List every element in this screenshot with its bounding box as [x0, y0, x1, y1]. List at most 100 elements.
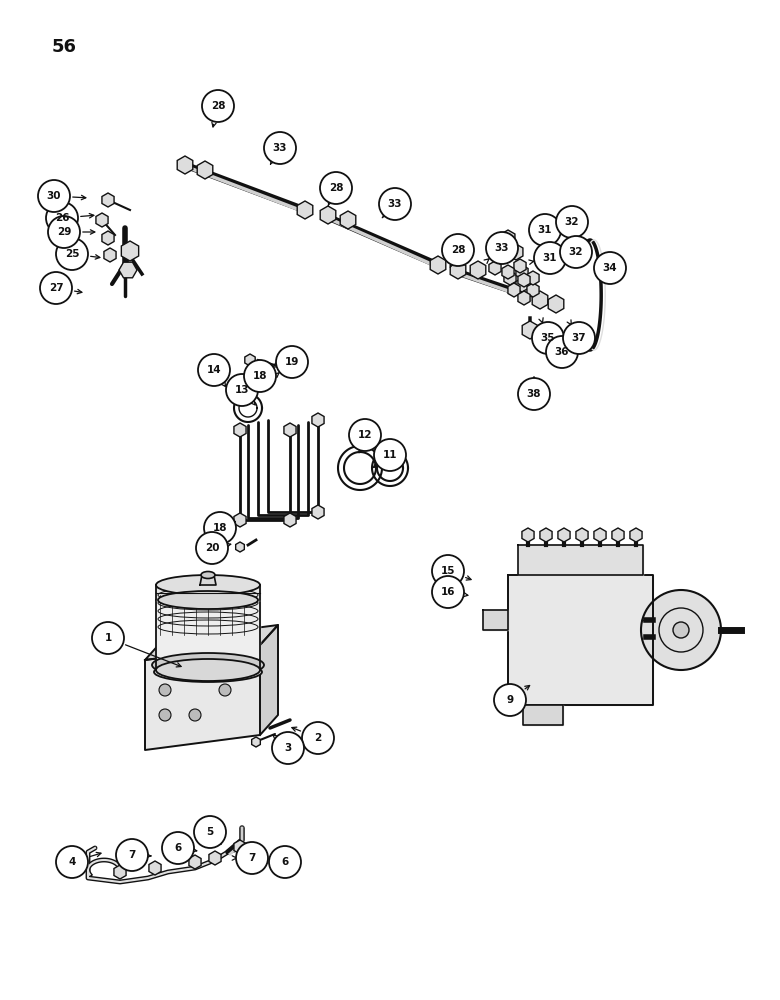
Circle shape [204, 512, 236, 544]
Polygon shape [197, 161, 213, 179]
Circle shape [56, 238, 88, 270]
Circle shape [534, 242, 566, 274]
Text: 20: 20 [204, 543, 219, 553]
Text: 7: 7 [129, 850, 136, 860]
Circle shape [116, 839, 148, 871]
Text: 28: 28 [451, 245, 465, 255]
Polygon shape [189, 855, 201, 869]
Circle shape [159, 709, 171, 721]
Polygon shape [522, 528, 534, 542]
Polygon shape [523, 705, 563, 725]
Polygon shape [502, 265, 514, 279]
Circle shape [594, 252, 626, 284]
Polygon shape [284, 513, 296, 527]
Polygon shape [104, 248, 116, 262]
Circle shape [374, 439, 406, 471]
Circle shape [641, 590, 721, 670]
Polygon shape [509, 244, 523, 260]
Polygon shape [431, 256, 446, 274]
Ellipse shape [152, 653, 264, 677]
Polygon shape [102, 193, 114, 207]
Text: 3: 3 [285, 743, 292, 753]
Circle shape [276, 346, 308, 378]
Circle shape [48, 216, 80, 248]
Polygon shape [149, 861, 161, 875]
Polygon shape [508, 575, 653, 705]
Text: 35: 35 [541, 333, 555, 343]
Text: 18: 18 [213, 523, 227, 533]
Circle shape [269, 846, 301, 878]
Text: 30: 30 [47, 191, 62, 201]
Text: 33: 33 [495, 243, 509, 253]
Ellipse shape [156, 659, 260, 681]
Text: 26: 26 [55, 213, 69, 223]
Circle shape [494, 684, 526, 716]
Polygon shape [612, 528, 624, 542]
Polygon shape [594, 528, 606, 542]
Text: 29: 29 [57, 227, 71, 237]
Polygon shape [470, 261, 486, 279]
Polygon shape [145, 625, 278, 660]
Polygon shape [297, 201, 313, 219]
Circle shape [532, 322, 564, 354]
Text: 2: 2 [314, 733, 321, 743]
Text: 32: 32 [569, 247, 583, 257]
Polygon shape [260, 625, 278, 735]
Polygon shape [245, 354, 255, 366]
Text: 33: 33 [273, 143, 287, 153]
Text: 4: 4 [69, 857, 76, 867]
Polygon shape [518, 273, 530, 287]
Polygon shape [501, 230, 515, 246]
Polygon shape [521, 380, 535, 396]
Polygon shape [321, 206, 336, 224]
Circle shape [202, 90, 234, 122]
Circle shape [159, 684, 171, 696]
Text: 28: 28 [328, 183, 343, 193]
Polygon shape [508, 283, 520, 297]
Polygon shape [119, 262, 137, 278]
Polygon shape [145, 645, 260, 750]
Text: 56: 56 [52, 38, 77, 56]
Polygon shape [234, 513, 246, 527]
Text: 5: 5 [207, 827, 214, 837]
Circle shape [38, 180, 70, 212]
Polygon shape [209, 851, 221, 865]
Polygon shape [576, 528, 588, 542]
Ellipse shape [201, 572, 215, 578]
Polygon shape [102, 231, 114, 245]
Polygon shape [522, 321, 537, 339]
Text: 15: 15 [441, 566, 456, 576]
Circle shape [320, 172, 352, 204]
Text: 19: 19 [285, 357, 300, 367]
Circle shape [556, 206, 588, 238]
Polygon shape [312, 505, 324, 519]
Circle shape [349, 419, 381, 451]
Text: 34: 34 [603, 263, 617, 273]
Circle shape [219, 684, 231, 696]
Text: 9: 9 [506, 695, 513, 705]
Circle shape [92, 622, 124, 654]
Text: 27: 27 [48, 283, 63, 293]
Circle shape [486, 232, 518, 264]
Circle shape [264, 132, 296, 164]
Polygon shape [156, 600, 260, 670]
Polygon shape [542, 335, 554, 349]
Polygon shape [200, 575, 216, 585]
Circle shape [272, 732, 304, 764]
Circle shape [518, 378, 550, 410]
Polygon shape [234, 840, 246, 854]
Circle shape [162, 832, 194, 864]
Circle shape [379, 188, 411, 220]
Polygon shape [340, 211, 356, 229]
Circle shape [560, 236, 592, 268]
Text: 25: 25 [65, 249, 80, 259]
Ellipse shape [156, 575, 260, 595]
Polygon shape [518, 545, 643, 575]
Circle shape [432, 576, 464, 608]
Circle shape [563, 322, 595, 354]
Circle shape [226, 374, 258, 406]
Polygon shape [284, 423, 296, 437]
Circle shape [529, 214, 561, 246]
Polygon shape [518, 291, 530, 305]
Circle shape [198, 354, 230, 386]
